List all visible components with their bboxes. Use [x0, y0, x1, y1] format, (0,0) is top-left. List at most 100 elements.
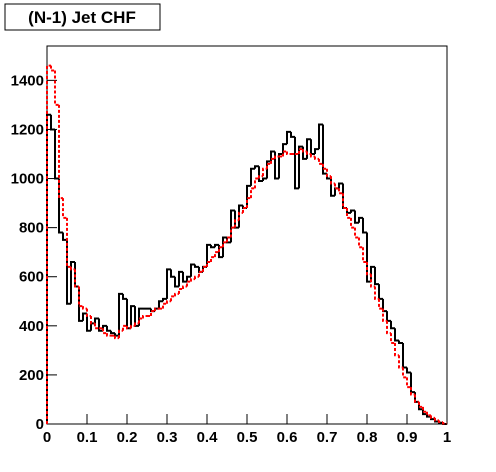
- histogram-step: [314, 148, 319, 154]
- histogram-step: [62, 232, 67, 241]
- histogram-step: [418, 401, 423, 408]
- histogram-step: [266, 162, 271, 169]
- histogram-step: [226, 236, 231, 243]
- histogram-step: [110, 330, 115, 335]
- histogram-step: [246, 197, 251, 208]
- x-tick-label: 0.6: [277, 429, 298, 446]
- histogram-step: [214, 243, 219, 248]
- histogram-step: [66, 217, 71, 268]
- y-tick-label: 1400: [11, 72, 44, 89]
- histogram-step: [278, 153, 283, 179]
- histogram-step: [70, 266, 75, 271]
- histogram-step: [138, 307, 143, 326]
- histogram-step: [102, 328, 107, 335]
- histogram-step: [258, 166, 263, 182]
- histogram-step: [186, 275, 191, 282]
- x-tick-label: 0.7: [317, 429, 338, 446]
- histogram-step: [394, 343, 399, 357]
- histogram-step: [46, 64, 51, 424]
- histogram-step: [206, 243, 211, 267]
- y-tick-label: 800: [19, 220, 44, 237]
- histogram-step: [362, 217, 367, 234]
- x-tick-label: 0.5: [237, 429, 258, 446]
- y-tick-label: 200: [19, 367, 44, 384]
- histogram-step: [270, 157, 275, 164]
- histogram-step: [54, 70, 59, 106]
- histogram-step: [318, 123, 323, 150]
- histogram-step: [78, 286, 83, 308]
- histogram-step: [94, 317, 99, 324]
- histogram-step: [282, 150, 287, 157]
- histogram-step: [274, 155, 279, 159]
- histogram-step: [250, 187, 255, 199]
- histogram-step: [282, 143, 287, 154]
- x-tick-label: 0.1: [77, 429, 98, 446]
- histogram-step: [266, 160, 271, 179]
- x-tick-label: 0.3: [157, 429, 178, 446]
- histogram-step: [338, 182, 343, 189]
- histogram-step: [62, 198, 67, 219]
- y-tick-label: 1200: [11, 121, 44, 138]
- histogram-step: [350, 217, 355, 229]
- histogram-step: [390, 320, 395, 330]
- histogram-step: [198, 270, 203, 277]
- histogram-step: [322, 124, 327, 175]
- histogram-step: [366, 262, 371, 276]
- histogram-step: [406, 377, 411, 389]
- histogram-step: [426, 414, 431, 418]
- title-box: [4, 3, 161, 31]
- histogram-step: [382, 308, 387, 322]
- histogram-step: [82, 312, 87, 321]
- histogram-step: [178, 288, 183, 294]
- histogram-step: [250, 167, 255, 186]
- histogram-step: [58, 104, 63, 200]
- histogram-step: [374, 286, 379, 300]
- y-tick-label: 0: [36, 416, 44, 433]
- histogram-step: [138, 317, 143, 324]
- histogram-step: [210, 244, 215, 249]
- x-tick-label: 0.2: [117, 429, 138, 446]
- histogram-step: [378, 298, 383, 310]
- histogram-step: [206, 261, 211, 267]
- histogram-step: [70, 261, 75, 304]
- histogram-step: [398, 355, 403, 369]
- histogram-step: [422, 406, 427, 413]
- histogram-step: [134, 322, 139, 326]
- x-tick-label: 0: [43, 429, 51, 446]
- histogram-step: [226, 237, 231, 244]
- histogram-step: [142, 315, 147, 319]
- histogram-step: [162, 302, 167, 309]
- histogram-step: [222, 236, 227, 258]
- histogram-step: [122, 324, 127, 331]
- histogram-step: [258, 175, 263, 179]
- histogram-step: [174, 292, 179, 297]
- y-tick-label: 400: [19, 318, 44, 335]
- histogram-step: [202, 265, 207, 272]
- histogram-step: [86, 308, 91, 317]
- histogram-step: [430, 415, 435, 419]
- histogram-step: [262, 177, 267, 181]
- histogram-step: [326, 168, 331, 178]
- histogram-step: [242, 207, 247, 213]
- histogram-step: [178, 270, 183, 287]
- x-tick-label: 0.8: [357, 429, 378, 446]
- y-tick-label: 1000: [11, 171, 44, 188]
- histogram-step: [158, 300, 163, 309]
- histogram-step: [238, 211, 243, 221]
- histogram-step: [358, 216, 363, 223]
- histogram-step: [122, 293, 127, 300]
- histogram-step: [306, 151, 311, 155]
- plot-frame: [46, 45, 448, 425]
- histogram-step: [322, 163, 327, 170]
- histogram-step: [214, 251, 219, 258]
- histogram-step: [254, 177, 259, 189]
- histogram-step: [170, 295, 175, 302]
- histogram-step: [370, 274, 375, 288]
- histogram-step: [286, 151, 291, 155]
- histogram-step: [166, 300, 171, 304]
- histogram-step: [182, 285, 187, 289]
- histogram-step: [86, 313, 91, 332]
- histogram-step: [290, 131, 295, 138]
- histogram-step: [154, 307, 159, 312]
- histogram-step: [150, 310, 155, 316]
